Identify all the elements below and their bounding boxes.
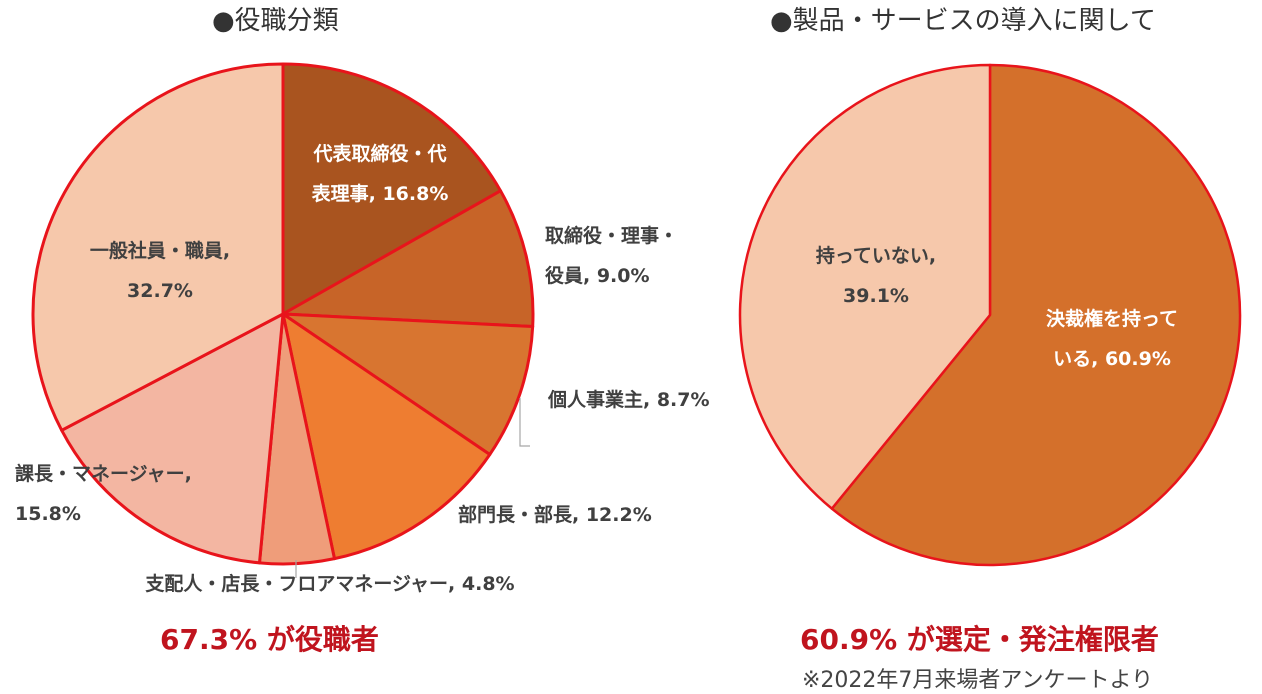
chart1-slice-6 [60,312,285,565]
chart1-slice-6-label: 課長・マネージャー, 15.8% [15,462,192,525]
chart1-slice-4-label: 部門長・部長, 12.2% [458,503,652,526]
chart1-slice-2 [281,189,535,329]
chart1-slice-2-label: 取締役・理事・役員, 9.0% [545,224,678,287]
left-chart-title: ●役職分類 [212,6,339,36]
chart1-slice-5-label: 支配人・店長・フロアマネージャー, 4.8% [144,572,514,595]
chart1-slice-1 [281,62,503,316]
chart1-slice-7 [31,62,285,432]
chart1-slice-3 [281,312,535,457]
survey-note: ※2022年7月来場者アンケートより [802,668,1154,693]
chart2-slice-2 [738,63,992,510]
chart1-leader-line-3 [519,398,530,447]
chart2-slice-1-label: 決裁権を持っている, 60.9% [1046,307,1178,370]
chart1-slice-1-label: 代表取締役・代表理事, 16.8% [312,142,449,205]
chart2-slice-1 [830,63,1242,567]
left-summary: 67.3% が役職者 [160,623,379,656]
chart1-slice-3-label: 個人事業主, 8.7% [547,388,710,411]
chart1-slice-4 [281,312,492,561]
right-chart-title: ●製品・サービスの導入に関して [770,6,1156,36]
right-summary: 60.9% が選定・発注権限者 [800,623,1159,656]
chart2-slice-2-label: 持っていない, 39.1% [816,244,936,307]
chart1-slice-7-label: 一般社員・職員, 32.7% [90,239,230,302]
